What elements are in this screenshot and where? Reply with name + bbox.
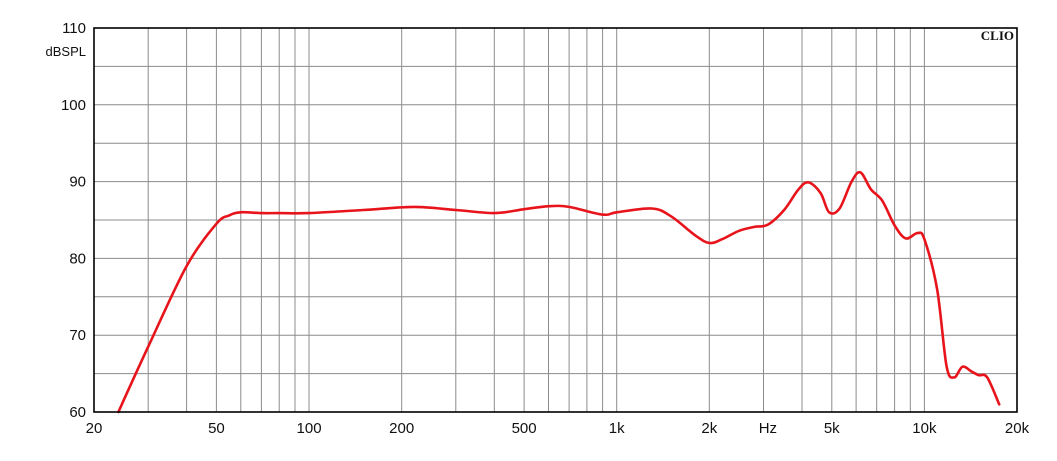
y-tick-label: 100 bbox=[61, 97, 86, 114]
x-tick-label: 2k bbox=[701, 420, 717, 437]
y-tick-label: 90 bbox=[69, 174, 86, 191]
y-tick-label: 110 bbox=[62, 20, 86, 37]
plot-frame bbox=[93, 27, 1018, 413]
brand-logo: CLIO bbox=[981, 28, 1014, 43]
x-tick-label: 1k bbox=[609, 420, 625, 437]
y-tick-label: 80 bbox=[69, 250, 86, 267]
grid bbox=[94, 28, 1017, 412]
x-tick-label: 5k bbox=[824, 420, 840, 437]
x-tick-label: 200 bbox=[389, 420, 414, 437]
y-tick-label: 60 bbox=[69, 404, 86, 421]
y-tick-label: 70 bbox=[69, 327, 86, 344]
x-tick-label: 100 bbox=[297, 420, 322, 437]
x-tick-label: 20 bbox=[86, 420, 103, 437]
x-tick-label: 10k bbox=[912, 420, 937, 437]
series-layer bbox=[117, 170, 1001, 414]
y-axis-label: dBSPL bbox=[46, 44, 86, 59]
x-tick-label: 500 bbox=[512, 420, 537, 437]
series-line bbox=[117, 170, 1001, 414]
x-tick-label: 50 bbox=[208, 420, 225, 437]
x-axis-label: Hz bbox=[759, 420, 777, 437]
x-tick-label: 20k bbox=[1005, 420, 1030, 437]
tick-labels: 60 70 80 90 100 110 20 50 100 200 500 1k 2k 5k 10k 20k bbox=[61, 20, 1030, 437]
